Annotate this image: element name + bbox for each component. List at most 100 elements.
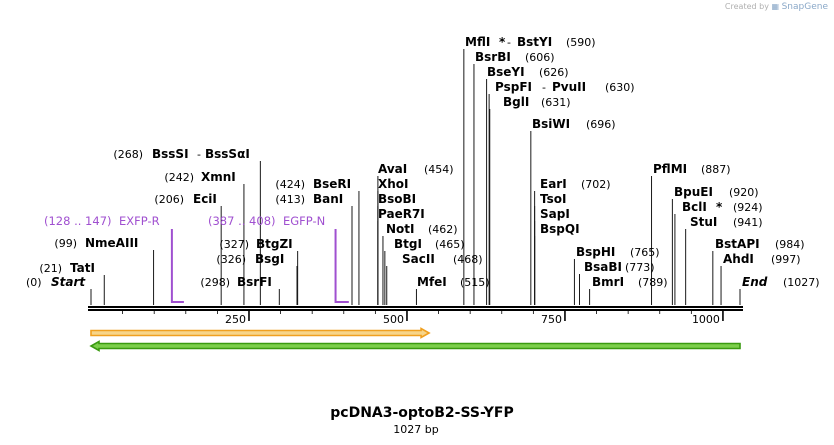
primer-name-exfp-r: EXFP-R [119, 214, 160, 228]
enzyme-nmeaiii: NmeAIII [85, 236, 138, 250]
enzyme-pflmi: PflMI [653, 162, 687, 176]
tick-label-500: 500 [383, 313, 404, 326]
enzyme-bsphi: BspHI [576, 245, 615, 259]
site-position-btgzi: (327) [219, 238, 249, 251]
primer-range-exfp-r: (128 .. 147) [44, 214, 112, 228]
enzyme-bsabi: BsaBI [584, 260, 622, 274]
enzyme-sacii: SacII [402, 252, 435, 266]
site-position-pflmi: (887) [701, 163, 731, 176]
features [89, 327, 741, 352]
enzyme2-bsssi: BssSαI [205, 147, 250, 161]
enzyme-bsrbi: BsrBI [475, 50, 511, 64]
enzyme-bseri: BseRI [313, 177, 351, 191]
enzyme-bseyi: BseYI [487, 65, 525, 79]
enzyme-separator-mfli: - [507, 36, 511, 49]
site-position-bcli: (924) [733, 201, 763, 214]
enzyme-xhoi: XhoI [378, 177, 409, 191]
site-position-bani: (413) [275, 193, 305, 206]
enzyme-paer7i: PaeR7I [378, 207, 425, 221]
site-lines [90, 49, 741, 305]
tick-label-1000: 1000 [692, 313, 720, 326]
end-position: (1027) [783, 276, 820, 289]
site-position-stui: (941) [733, 216, 763, 229]
site-position-bsssi: (268) [113, 148, 143, 161]
enzyme-star-mfli: * [499, 35, 506, 49]
enzyme-pspfi: PspFI [495, 80, 532, 94]
tick-label-250: 250 [225, 313, 246, 326]
site-position-bsrfi: (298) [200, 276, 230, 289]
site-position-pspfi: (630) [605, 81, 635, 94]
enzyme-bsiwi: BsiWI [532, 117, 570, 131]
enzyme-sapi: SapI [540, 207, 570, 221]
primer-name-egfp-n: EGFP-N [283, 214, 325, 228]
site-position-bsgi: (326) [216, 253, 246, 266]
enzyme-xmni: XmnI [201, 170, 236, 184]
enzyme-tati: TatI [70, 261, 95, 275]
enzyme-bstapi: BstAPI [715, 237, 760, 251]
plasmid-name: pcDNA3-optoB2-SS-YFP [330, 405, 513, 421]
site-position-bmri: (789) [638, 276, 668, 289]
enzyme-tsoi: TsoI [540, 192, 566, 206]
site-position-bsphi: (765) [630, 246, 660, 259]
end-label: End [742, 275, 768, 289]
enzyme-bpuei: BpuEI [674, 185, 713, 199]
enzyme-bani: BanI [313, 192, 343, 206]
backbone [88, 306, 743, 311]
site-position-btgi: (465) [435, 238, 465, 251]
enzyme-avai: AvaI [378, 162, 407, 176]
enzyme-bsgi: BsgI [255, 252, 284, 266]
site-position-bsiwi: (696) [586, 118, 616, 131]
credit-brand: SnapGene [781, 2, 828, 12]
site-position-sacii: (468) [453, 253, 483, 266]
enzyme-btgi: BtgI [394, 237, 422, 251]
site-position-ecii: (206) [154, 193, 184, 206]
axis-ticks: 250 500 750 1000 [122, 310, 724, 326]
primer-bar-exfp-r [170, 229, 184, 303]
enzyme-eari: EarI [540, 177, 567, 191]
site-position-bgli: (631) [541, 96, 571, 109]
enzyme-mfli: MflI [465, 35, 490, 49]
site-position-eari: (702) [581, 178, 611, 191]
enzyme-bsssi: BssSI [152, 147, 189, 161]
enzyme-ecii: EciI [193, 192, 217, 206]
tick-label-750: 750 [541, 313, 562, 326]
site-position-mfli: (590) [566, 36, 596, 49]
site-position-avai: (454) [424, 163, 454, 176]
site-position-tati: (21) [39, 262, 62, 275]
site-position-bseri: (424) [275, 178, 305, 191]
enzyme-stui: StuI [690, 215, 717, 229]
site-position-bsrbi: (606) [525, 51, 555, 64]
enzyme2-mfli: BstYI [517, 35, 552, 49]
site-position-noti: (462) [428, 223, 458, 236]
orange-feature [90, 327, 431, 339]
enzyme-ahdi: AhdI [723, 252, 754, 266]
enzyme-bsobi: BsoBI [378, 192, 416, 206]
enzyme-separator-pspfi: - [542, 81, 546, 94]
enzyme-btgzi: BtgZI [256, 237, 293, 251]
primer-bar-egfp-n [334, 229, 349, 303]
enzyme-mfei: MfeI [417, 275, 447, 289]
snapgene-logo-icon: ▦ [771, 2, 780, 11]
enzyme-bspqi: BspQI [540, 222, 580, 236]
site-position-nmeaiii: (99) [54, 237, 77, 250]
start-label: Start [51, 275, 86, 289]
site-labels: TatI (21) NmeAIII (99) EciI (206) XmnI (242) Bss… [26, 35, 820, 289]
site-position-bstapi: (984) [775, 238, 805, 251]
enzyme-separator-bsssi: - [197, 148, 201, 161]
enzyme-noti: NotI [386, 222, 415, 236]
primer-labels: (128 .. 147) EXFP-R (387 .. 408) EGFP-N [44, 214, 349, 303]
site-position-bsabi: (773) [625, 261, 655, 274]
site-position-mfei: (515) [460, 276, 490, 289]
green-feature [89, 340, 741, 352]
credit-watermark: Created by ▦ SnapGene [725, 2, 828, 12]
enzyme2-pspfi: PvuII [552, 80, 586, 94]
enzyme-bmri: BmrI [592, 275, 624, 289]
site-position-bpuei: (920) [729, 186, 759, 199]
enzyme-star-bcli: * [716, 200, 723, 214]
primer-range-egfp-n: (387 .. 408) [208, 214, 276, 228]
site-position-ahdi: (997) [771, 253, 801, 266]
credit-text: Created by [724, 2, 769, 11]
plasmid-length: 1027 bp [393, 423, 438, 436]
start-position: (0) [26, 276, 42, 289]
site-position-xmni: (242) [164, 171, 194, 184]
